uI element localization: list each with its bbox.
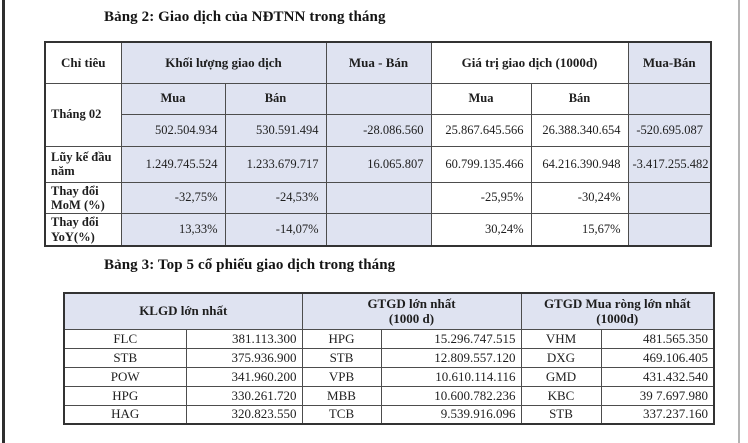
row-label-yoy: Thay đổi YoY(%) (44, 213, 122, 247)
column-header-klgd: KLGD lớn nhất (63, 292, 303, 330)
subheader-mua-klgd: Mua (120, 82, 226, 115)
ticker-cell: KBC (520, 385, 602, 406)
subheader-mua-gtgd: Mua (430, 82, 532, 115)
ticker-cell: VPB (301, 366, 382, 387)
value-cell: 375.936.900 (185, 347, 303, 368)
value-cell: 9.539.916.096 (380, 404, 522, 425)
column-header-chi-tieu: Chỉ tiêu (44, 41, 122, 84)
table-row-mom: Thay đổi MoM (%) -32,75% -24,53% -25,95%… (44, 181, 712, 215)
table-cell (325, 213, 432, 247)
value-cell: 481.565.350 (600, 328, 715, 349)
subheader-ban-gtgd: Bán (530, 82, 629, 115)
column-header-khoi-luong: Khối lượng giao dịch (120, 41, 327, 84)
table-cell: 530.591.494 (224, 113, 327, 147)
table-header-row: Chỉ tiêu Khối lượng giao dịch Mua - Bán … (44, 41, 712, 84)
table-cell: 502.504.934 (120, 113, 226, 147)
table-cell: -24,53% (224, 181, 327, 215)
table-cell: -28.086.560 (325, 113, 432, 147)
header-line: (1000d) (596, 311, 639, 327)
value-cell: 39 7.697.980 (600, 385, 715, 406)
header-line: GTGD Mua ròng lớn nhất (543, 295, 691, 311)
value-cell: 337.237.160 (600, 404, 715, 425)
ticker-cell: FLC (63, 328, 187, 349)
value-cell: 10.610.114.116 (380, 366, 522, 387)
table-row: FLC 381.113.300 HPG 15.296.747.515 VHM 4… (63, 328, 715, 349)
table-row: POW 341.960.200 VPB 10.610.114.116 GMD 4… (63, 366, 715, 387)
top5-stocks-table: KLGD lớn nhất GTGD lớn nhất (1000 d) GTG… (63, 292, 715, 425)
row-label-mom: Thay đổi MoM (%) (44, 181, 122, 215)
table-row-ytd: Lũy kế đầu năm 1.249.745.524 1.233.679.7… (44, 145, 712, 183)
table-row: HAG 320.823.550 TCB 9.539.916.096 STB 33… (63, 404, 715, 425)
table-cell: -3.417.255.482 (627, 145, 712, 183)
header-line: (1000 d) (388, 311, 435, 327)
table-cell: 25.867.645.566 (430, 113, 532, 147)
table-cell: -520.695.087 (627, 113, 712, 147)
page-right-border (738, 0, 740, 443)
table-row-yoy: Thay đổi YoY(%) 13,33% -14,07% 30,24% 15… (44, 213, 712, 247)
ticker-cell: GMD (520, 366, 602, 387)
value-cell: 330.261.720 (185, 385, 303, 406)
ticker-cell: POW (63, 366, 187, 387)
ticker-cell: VHM (520, 328, 602, 349)
table2-title: Bảng 2: Giao dịch của NĐTNN trong tháng (104, 9, 386, 25)
table-cell (627, 213, 712, 247)
ticker-cell: TCB (301, 404, 382, 425)
ticker-cell: STB (63, 347, 187, 368)
header-line: GTGD lớn nhất (367, 295, 456, 311)
table-subheader-row: Tháng 02 Mua Bán Mua Bán (44, 82, 712, 147)
row-label-luy-ke: Lũy kế đầu năm (44, 145, 122, 183)
subheader-ban-klgd: Bán (224, 82, 327, 115)
value-cell: 469.106.405 (600, 347, 715, 368)
value-cell: 341.960.200 (185, 366, 303, 387)
column-header-gia-tri: Giá trị giao dịch (1000d) (430, 41, 629, 84)
column-header-net-buy: GTGD Mua ròng lớn nhất (1000d) (520, 292, 715, 330)
ticker-cell: HAG (63, 404, 187, 425)
column-header-gtgd: GTGD lớn nhất (1000 d) (301, 292, 522, 330)
table-row-month: 502.504.934 530.591.494 -28.086.560 25.8… (45, 113, 712, 147)
ticker-cell: HPG (301, 328, 382, 349)
table-cell: -14,07% (224, 213, 327, 247)
table-cell: 64.216.390.948 (530, 145, 629, 183)
table-cell: -32,75% (120, 181, 226, 215)
table-header-row: KLGD lớn nhất GTGD lớn nhất (1000 d) GTG… (63, 292, 715, 330)
value-cell: 320.823.550 (185, 404, 303, 425)
table-cell: 26.388.340.654 (530, 113, 629, 147)
value-cell: 381.113.300 (185, 328, 303, 349)
row-label-thang-02: Tháng 02 (44, 82, 122, 147)
table-cell: 30,24% (430, 213, 532, 247)
ticker-cell: DXG (520, 347, 602, 368)
table-cell (627, 181, 712, 215)
table-row: HPG 330.261.720 MBB 10.600.782.236 KBC 3… (63, 385, 715, 406)
table-cell (325, 181, 432, 215)
table-cell: 1.249.745.524 (120, 145, 226, 183)
table-cell: -30,24% (530, 181, 629, 215)
ticker-cell: MBB (301, 385, 382, 406)
table-cell: 15,67% (530, 213, 629, 247)
table3-title: Bảng 3: Top 5 cổ phiếu giao dịch trong t… (104, 257, 396, 273)
value-cell: 15.296.747.515 (380, 328, 522, 349)
table-row: STB 375.936.900 STB 12.809.557.120 DXG 4… (63, 347, 715, 368)
table-cell: 16.065.807 (325, 145, 432, 183)
column-header-mua-ban-volume: Mua - Bán (325, 41, 432, 84)
empty-cell (325, 82, 432, 115)
value-cell: 12.809.557.120 (380, 347, 522, 368)
value-cell: 10.600.782.236 (380, 385, 522, 406)
ticker-cell: STB (301, 347, 382, 368)
ticker-cell: HPG (63, 385, 187, 406)
table-cell: -25,95% (430, 181, 532, 215)
value-cell: 431.432.540 (600, 366, 715, 387)
table-cell: 60.799.135.466 (430, 145, 532, 183)
foreign-investor-transactions-table: Chỉ tiêu Khối lượng giao dịch Mua - Bán … (44, 41, 712, 247)
column-header-mua-ban-value: Mua-Bán (627, 41, 712, 84)
table-cell: 1.233.679.717 (224, 145, 327, 183)
ticker-cell: STB (520, 404, 602, 425)
empty-cell (627, 82, 712, 115)
page-left-border (2, 0, 5, 443)
table-cell: 13,33% (120, 213, 226, 247)
